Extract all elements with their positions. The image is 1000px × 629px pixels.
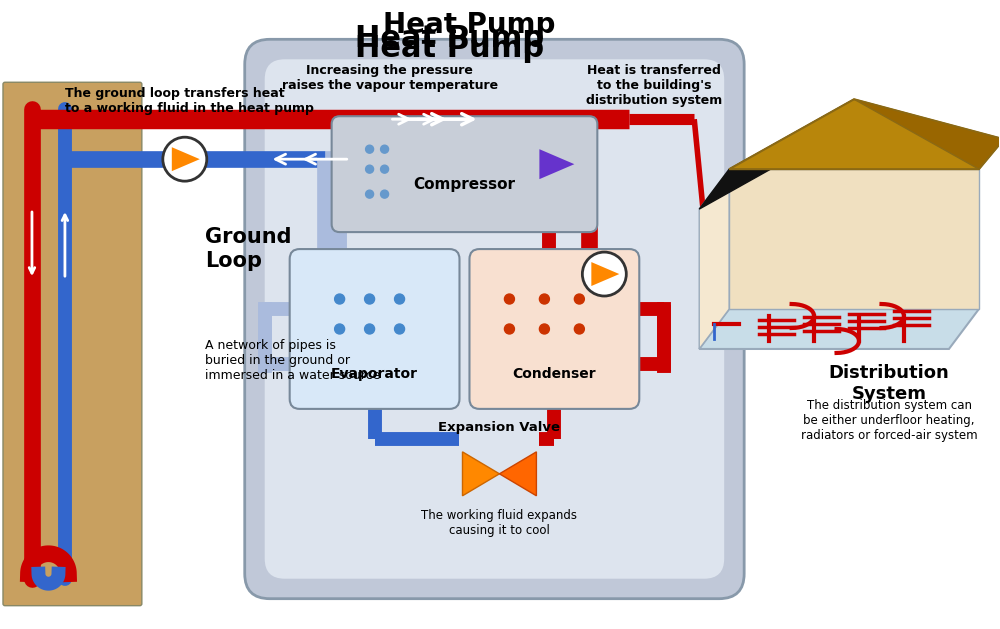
Circle shape <box>381 145 389 153</box>
Circle shape <box>395 324 405 334</box>
Text: The distribution system can
be either underfloor heating,
radiators or forced-ai: The distribution system can be either un… <box>801 399 977 442</box>
Circle shape <box>539 324 549 334</box>
Circle shape <box>365 294 375 304</box>
Circle shape <box>163 137 207 181</box>
Text: Heat Pump: Heat Pump <box>355 25 544 53</box>
Circle shape <box>574 294 584 304</box>
Polygon shape <box>699 99 854 209</box>
Text: Distribution
System: Distribution System <box>829 364 949 403</box>
Polygon shape <box>729 99 1000 169</box>
Text: Heat Pump: Heat Pump <box>355 35 544 64</box>
Circle shape <box>335 324 345 334</box>
Circle shape <box>381 190 389 198</box>
Circle shape <box>366 165 374 173</box>
FancyBboxPatch shape <box>469 249 639 409</box>
FancyBboxPatch shape <box>332 116 597 232</box>
FancyBboxPatch shape <box>265 59 724 579</box>
Circle shape <box>504 294 514 304</box>
Text: A network of pipes is
buried in the ground or
immersed in a water source: A network of pipes is buried in the grou… <box>205 339 380 382</box>
Text: Compressor: Compressor <box>413 177 515 192</box>
Circle shape <box>574 324 584 334</box>
Circle shape <box>365 324 375 334</box>
Circle shape <box>504 324 514 334</box>
Text: Heat is transferred
to the building's
distribution system: Heat is transferred to the building's di… <box>586 64 722 108</box>
Polygon shape <box>699 169 729 349</box>
Circle shape <box>381 165 389 173</box>
Polygon shape <box>699 309 979 349</box>
FancyBboxPatch shape <box>290 249 459 409</box>
Text: Expansion Valve: Expansion Valve <box>438 421 560 434</box>
Text: Increasing the pressure
raises the vapour temperature: Increasing the pressure raises the vapou… <box>282 64 498 92</box>
Text: The ground loop transfers heat
to a working fluid in the heat pump: The ground loop transfers heat to a work… <box>65 87 314 115</box>
Circle shape <box>582 252 626 296</box>
Text: Ground
Loop: Ground Loop <box>205 228 291 270</box>
FancyBboxPatch shape <box>3 82 142 606</box>
Circle shape <box>366 145 374 153</box>
Polygon shape <box>172 147 200 171</box>
Circle shape <box>539 294 549 304</box>
Circle shape <box>366 190 374 198</box>
Polygon shape <box>854 99 1000 169</box>
Circle shape <box>395 294 405 304</box>
Polygon shape <box>729 169 979 309</box>
Text: Heat Pump: Heat Pump <box>383 11 556 40</box>
Text: The working fluid expands
causing it to cool: The working fluid expands causing it to … <box>421 509 577 537</box>
Text: Evaporator: Evaporator <box>331 367 418 381</box>
Text: Condenser: Condenser <box>513 367 596 381</box>
FancyBboxPatch shape <box>245 39 744 599</box>
Polygon shape <box>591 262 619 286</box>
Polygon shape <box>499 452 536 496</box>
Circle shape <box>335 294 345 304</box>
Polygon shape <box>462 452 499 496</box>
Polygon shape <box>539 149 574 179</box>
